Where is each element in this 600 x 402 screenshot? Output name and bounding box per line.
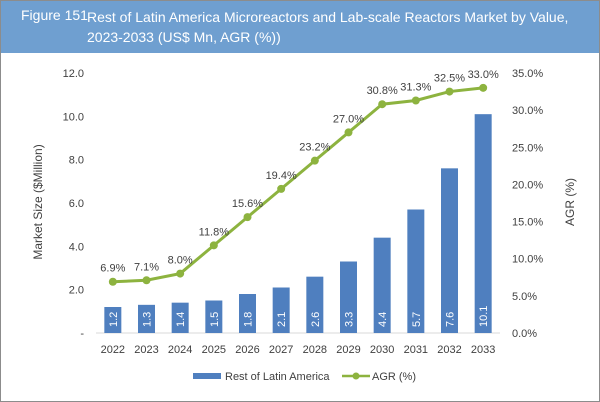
- y-tick-label: 4.0: [69, 241, 84, 253]
- figure-title: Rest of Latin America Microreactors and …: [87, 9, 569, 45]
- agr-value-label: 31.3%: [400, 81, 431, 93]
- y2-tick-label: 30.0%: [512, 105, 543, 117]
- agr-marker: [176, 269, 185, 278]
- bar-value-label: 5.7: [411, 312, 423, 327]
- y-tick-label: -: [80, 328, 84, 340]
- agr-value-label: 32.5%: [434, 73, 465, 85]
- x-tick-label: 2028: [303, 344, 327, 356]
- y-axis-left: - 2.0 4.0 6.0 8.0 10.0 12.0: [63, 68, 85, 340]
- bar: [474, 114, 492, 334]
- bar: [239, 294, 256, 333]
- x-tick-label: 2030: [370, 344, 394, 356]
- bar-value-label: 2.1: [276, 312, 288, 327]
- bar-value-label: 2.6: [310, 312, 322, 327]
- bar-value-label: 4.4: [377, 312, 389, 327]
- bar: [205, 300, 223, 333]
- legend: Rest of Latin America AGR (%): [193, 371, 416, 383]
- x-tick-label: 2031: [404, 344, 428, 356]
- agr-value-label: 6.9%: [100, 263, 125, 275]
- agr-marker: [479, 83, 488, 92]
- y-tick-label: 6.0: [69, 198, 84, 210]
- x-tick-label: 2032: [437, 344, 461, 356]
- legend-label-line: AGR (%): [372, 371, 416, 383]
- x-axis: 2022 2023 2024 2025 2026 2027 2028 2029 2030 2031…: [101, 344, 496, 356]
- agr-value-label: 7.1%: [134, 261, 159, 273]
- agr-value-label: 23.2%: [299, 142, 330, 154]
- y2-tick-label: 20.0%: [512, 179, 543, 191]
- agr-marker: [243, 213, 252, 222]
- agr-marker: [411, 96, 420, 105]
- agr-marker: [310, 156, 319, 165]
- y-tick-label: 10.0: [63, 111, 84, 123]
- x-tick-label: 2026: [235, 344, 259, 356]
- agr-value-label: 8.0%: [168, 255, 193, 267]
- y2-tick-label: 15.0%: [512, 217, 543, 229]
- y2-tick-label: 10.0%: [512, 254, 543, 266]
- agr-marker: [378, 100, 387, 109]
- bar-value-label: 1.4: [175, 312, 187, 327]
- x-tick-label: 2023: [134, 344, 158, 356]
- y2-tick-label: 35.0%: [512, 68, 543, 80]
- agr-marker: [277, 184, 286, 193]
- x-tick-label: 2022: [101, 344, 125, 356]
- x-tick-label: 2027: [269, 344, 293, 356]
- x-tick-label: 2033: [471, 344, 495, 356]
- y2-tick-label: 5.0%: [512, 291, 537, 303]
- agr-marker: [445, 87, 454, 96]
- y-tick-label: 8.0: [69, 155, 84, 167]
- agr-value-label: 15.6%: [232, 198, 263, 210]
- legend-swatch-marker: [352, 372, 360, 380]
- agr-value-label: 33.0%: [468, 69, 499, 81]
- agr-value-label: 30.8%: [367, 85, 398, 97]
- agr-value-label: 11.8%: [199, 226, 230, 238]
- y-tick-label: 12.0: [63, 68, 84, 80]
- agr-line: [112, 86, 484, 284]
- y-axis-right: 0.0% 5.0% 10.0% 15.0% 20.0% 25.0% 30.0% 35.0%: [512, 68, 543, 340]
- figure-number: Figure 151: [21, 7, 88, 23]
- bar-value-label: 3.3: [344, 312, 356, 327]
- figure-header: Figure 151 Rest of Latin America Microre…: [1, 1, 599, 53]
- bar: [441, 168, 458, 333]
- x-tick-label: 2025: [202, 344, 226, 356]
- legend-swatch-bar: [193, 373, 221, 379]
- bar-value-label: 10.1: [478, 306, 490, 327]
- bar-value-label: 1.5: [209, 312, 221, 327]
- y2-tick-label: 0.0%: [512, 328, 537, 340]
- bar: [104, 307, 122, 333]
- legend-label-bar: Rest of Latin America: [225, 371, 330, 383]
- agr-line-series: 6.9% 7.1% 8.0% 11.8% 15.6% 19.4% 23.2% 27.0% 30.…: [100, 69, 499, 286]
- bar: [138, 304, 155, 333]
- bar-value-label: 1.8: [243, 312, 255, 327]
- y-tick-label: 2.0: [69, 285, 84, 297]
- agr-marker: [344, 128, 353, 137]
- bar: [272, 287, 290, 333]
- bar-value-label: 7.6: [445, 312, 457, 327]
- bar: [306, 276, 324, 333]
- bar-value-label: 1.3: [142, 312, 154, 327]
- y-axis-title: Market Size ($Million): [31, 144, 45, 259]
- bar-value-label: 1.2: [108, 312, 120, 327]
- agr-marker: [108, 277, 117, 286]
- agr-marker: [209, 241, 218, 250]
- y2-tick-label: 25.0%: [512, 142, 543, 154]
- bar: [407, 209, 425, 333]
- y2-axis-title: AGR (%): [563, 178, 577, 226]
- x-tick-label: 2029: [336, 344, 360, 356]
- bars-series: 1.2 1.3 1.4 1.5 1.8 2.1 2.6 3.3 4.4 5.7 7.6 10.1: [104, 114, 492, 334]
- x-tick-label: 2024: [168, 344, 192, 356]
- bar: [373, 237, 391, 333]
- bar: [340, 261, 357, 333]
- agr-marker: [142, 276, 151, 285]
- agr-value-label: 19.4%: [266, 170, 297, 182]
- bar: [171, 302, 189, 333]
- agr-value-label: 27.0%: [333, 113, 364, 125]
